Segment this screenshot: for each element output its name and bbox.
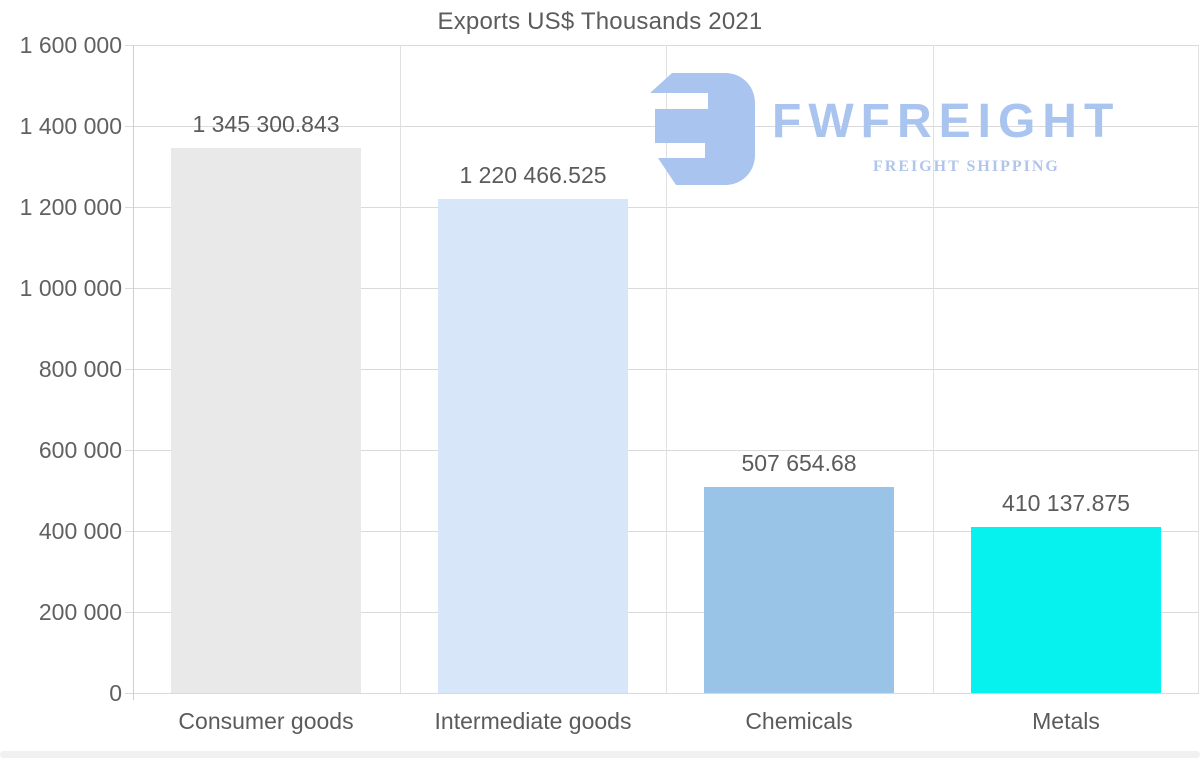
bar-value-label: 507 654.68 xyxy=(741,450,857,476)
gridline-horizontal xyxy=(125,207,1199,208)
gridline-horizontal xyxy=(125,45,1199,46)
chart-title: Exports US$ Thousands 2021 xyxy=(437,8,763,35)
x-category-label: Metals xyxy=(1032,708,1100,734)
y-tick-label: 1 200 000 xyxy=(19,194,122,220)
bar-metals xyxy=(971,527,1161,693)
y-tick-label: 1 400 000 xyxy=(19,113,122,139)
bar-value-label: 1 220 466.525 xyxy=(459,162,607,188)
bar-consumer-goods xyxy=(171,148,361,693)
gridline-horizontal xyxy=(125,450,1199,451)
y-tick-label: 0 xyxy=(109,680,122,706)
brand-name: FWFREIGHT xyxy=(772,95,1121,148)
gridline-vertical xyxy=(933,45,934,693)
gridline-vertical xyxy=(666,45,667,693)
brand-tagline: FREIGHT SHIPPING xyxy=(873,158,1060,175)
gridline-horizontal xyxy=(125,369,1199,370)
x-category-label: Intermediate goods xyxy=(434,708,632,734)
y-tick-label: 1 000 000 xyxy=(19,275,122,301)
bar-chemicals xyxy=(704,487,894,693)
fwfreight-logo-icon xyxy=(650,73,755,185)
gridline-horizontal xyxy=(125,288,1199,289)
y-tick-label: 1 600 000 xyxy=(19,32,122,58)
x-category-label: Chemicals xyxy=(745,708,853,734)
brand-watermark: FWFREIGHT FREIGHT SHIPPING xyxy=(648,73,1148,188)
gridline-vertical xyxy=(1198,45,1199,693)
gridline-horizontal xyxy=(125,693,1199,694)
x-category-label: Consumer goods xyxy=(178,708,354,734)
y-tick-label: 600 000 xyxy=(38,437,122,463)
gridline-vertical xyxy=(400,45,401,693)
horizontal-scrollbar[interactable] xyxy=(0,751,1200,758)
y-tick-label: 800 000 xyxy=(38,356,122,382)
gridline-horizontal xyxy=(125,531,1199,532)
gridline-horizontal xyxy=(125,612,1199,613)
y-axis-line xyxy=(133,45,134,700)
bar-value-label: 410 137.875 xyxy=(1002,490,1130,516)
bar-intermediate-goods xyxy=(438,199,628,693)
bar-value-label: 1 345 300.843 xyxy=(192,111,340,137)
y-tick-label: 400 000 xyxy=(38,518,122,544)
y-tick-label: 200 000 xyxy=(38,599,122,625)
